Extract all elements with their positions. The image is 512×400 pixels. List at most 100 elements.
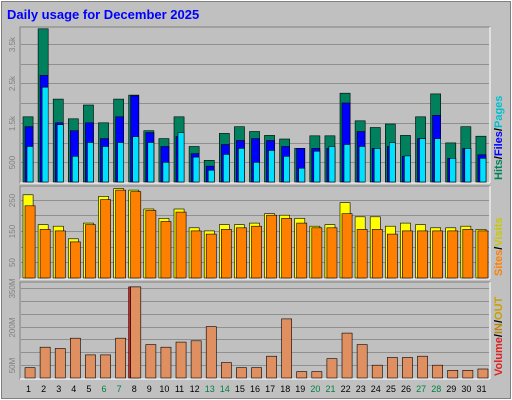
bar-sites-day-10 — [160, 221, 172, 279]
bar-sites-day-21 — [326, 227, 338, 279]
bar-pages-day-29 — [449, 158, 457, 183]
bar-volume-day-5 — [85, 354, 96, 379]
bar-sites-day-19 — [296, 222, 308, 279]
panel-visitors-tick-label: 250 — [8, 193, 17, 207]
x-axis-label-day-31: 31 — [476, 384, 486, 394]
x-axis-label-day-1: 1 — [26, 384, 31, 394]
bar-sites-day-5 — [85, 224, 96, 279]
legend-item: Hits — [493, 159, 505, 180]
legend-item: / — [493, 128, 505, 131]
x-axis-label-day-29: 29 — [446, 384, 456, 394]
bar-pages-day-31 — [479, 158, 487, 183]
bar-pages-day-9 — [147, 142, 155, 183]
x-axis-label-day-18: 18 — [280, 384, 290, 394]
panel-visitors-tick-label: 50 — [8, 258, 17, 267]
bar-pages-day-4 — [72, 156, 79, 183]
x-axis-label-day-19: 19 — [295, 384, 305, 394]
bar-sites-day-2 — [39, 229, 51, 279]
bar-sites-day-22 — [341, 213, 353, 279]
bar-pages-day-21 — [328, 146, 336, 183]
bar-volume-day-22 — [341, 332, 353, 379]
bar-pages-day-13 — [207, 169, 215, 183]
legend-item: / — [493, 156, 505, 159]
bar-volume-day-29 — [447, 369, 459, 379]
x-axis-label-day-14: 14 — [220, 384, 230, 394]
bar-volume-day-25 — [386, 357, 398, 379]
bar-pages-day-14 — [223, 154, 230, 183]
bar-sites-day-8 — [130, 191, 142, 279]
bar-sites-day-3 — [54, 230, 66, 279]
x-axis-label-day-6: 6 — [101, 384, 106, 394]
bar-pages-day-18 — [283, 156, 291, 183]
x-axis-label-day-5: 5 — [86, 384, 91, 394]
bar-volume-day-7 — [115, 337, 126, 379]
bar-sites-day-15 — [236, 227, 247, 279]
legend-item: / — [493, 247, 505, 250]
bar-volume-day-14 — [221, 362, 232, 379]
legend-item: IN — [493, 323, 505, 334]
x-axis-label-day-15: 15 — [235, 384, 245, 394]
chart-title: Daily usage for December 2025 — [7, 7, 199, 22]
x-axis-label-day-9: 9 — [147, 384, 152, 394]
bar-sites-day-28 — [432, 230, 444, 279]
bar-pages-day-3 — [56, 124, 64, 183]
bar-sites-day-12 — [190, 230, 202, 279]
bar-volume-day-23 — [356, 344, 368, 379]
bar-pages-day-30 — [464, 148, 472, 183]
bar-pages-day-19 — [298, 167, 306, 183]
x-axis-label-day-2: 2 — [41, 384, 46, 394]
bar-sites-day-30 — [462, 229, 474, 279]
bar-sites-day-26 — [402, 230, 413, 279]
bar-volume-day-15 — [236, 367, 247, 379]
bar-pages-day-23 — [358, 146, 366, 183]
bar-sites-day-31 — [477, 230, 489, 279]
bar-volume-day-26 — [402, 357, 413, 379]
legend-item: Volume — [493, 337, 505, 376]
bar-volume-day-9 — [145, 344, 157, 379]
bar-volume-day-28 — [432, 364, 444, 379]
bar-sites-day-6 — [100, 199, 111, 279]
bar-pages-day-10 — [162, 162, 170, 183]
x-axis-label-day-13: 13 — [205, 384, 215, 394]
bar-volume-day-11 — [175, 341, 187, 379]
bar-pages-day-8 — [132, 136, 140, 183]
bar-sites-day-16 — [251, 225, 262, 279]
bar-pages-day-12 — [192, 156, 200, 183]
x-axis-label-day-3: 3 — [56, 384, 61, 394]
panel-volume-tick-label: 50M — [8, 357, 17, 373]
bar-volume-day-17 — [266, 355, 277, 379]
bar-pages-day-17 — [268, 150, 275, 183]
panel-usage-tick-label: 500 — [8, 155, 17, 169]
bar-volume-day-8 — [130, 286, 142, 379]
bar-pages-day-24 — [373, 148, 381, 183]
x-axis-label-day-8: 8 — [132, 384, 137, 394]
bar-volume-day-20 — [311, 371, 323, 379]
bar-sites-day-24 — [371, 229, 383, 279]
bar-volume-day-21 — [326, 358, 338, 379]
bar-sites-day-23 — [356, 229, 368, 279]
bar-volume-day-2 — [39, 346, 51, 379]
x-axis-label-day-25: 25 — [386, 384, 396, 394]
panel-usage-tick-label: 1.5k — [8, 115, 17, 131]
bar-volume-day-30 — [462, 369, 474, 379]
x-axis-label-day-30: 30 — [461, 384, 471, 394]
bar-pages-day-15 — [238, 148, 245, 183]
legend-item: / — [493, 334, 505, 337]
panel-usage-tick-label: 3.5k — [8, 36, 17, 52]
legend-item: Pages — [493, 96, 505, 128]
bar-pages-day-11 — [177, 132, 185, 183]
bar-volume-day-13 — [205, 326, 217, 379]
x-axis-label-day-24: 24 — [371, 384, 381, 394]
bar-volume-day-10 — [160, 346, 172, 379]
panel-visitors-tick-label: 150 — [8, 224, 17, 238]
bar-pages-day-27 — [419, 138, 426, 183]
x-axis-label-day-12: 12 — [190, 384, 200, 394]
bar-volume-day-1 — [24, 367, 36, 379]
bar-sites-day-9 — [145, 210, 157, 279]
x-axis-label-day-20: 20 — [310, 384, 320, 394]
x-axis-label-day-21: 21 — [325, 384, 335, 394]
x-axis-label-day-27: 27 — [416, 384, 426, 394]
bar-sites-day-13 — [205, 233, 217, 279]
